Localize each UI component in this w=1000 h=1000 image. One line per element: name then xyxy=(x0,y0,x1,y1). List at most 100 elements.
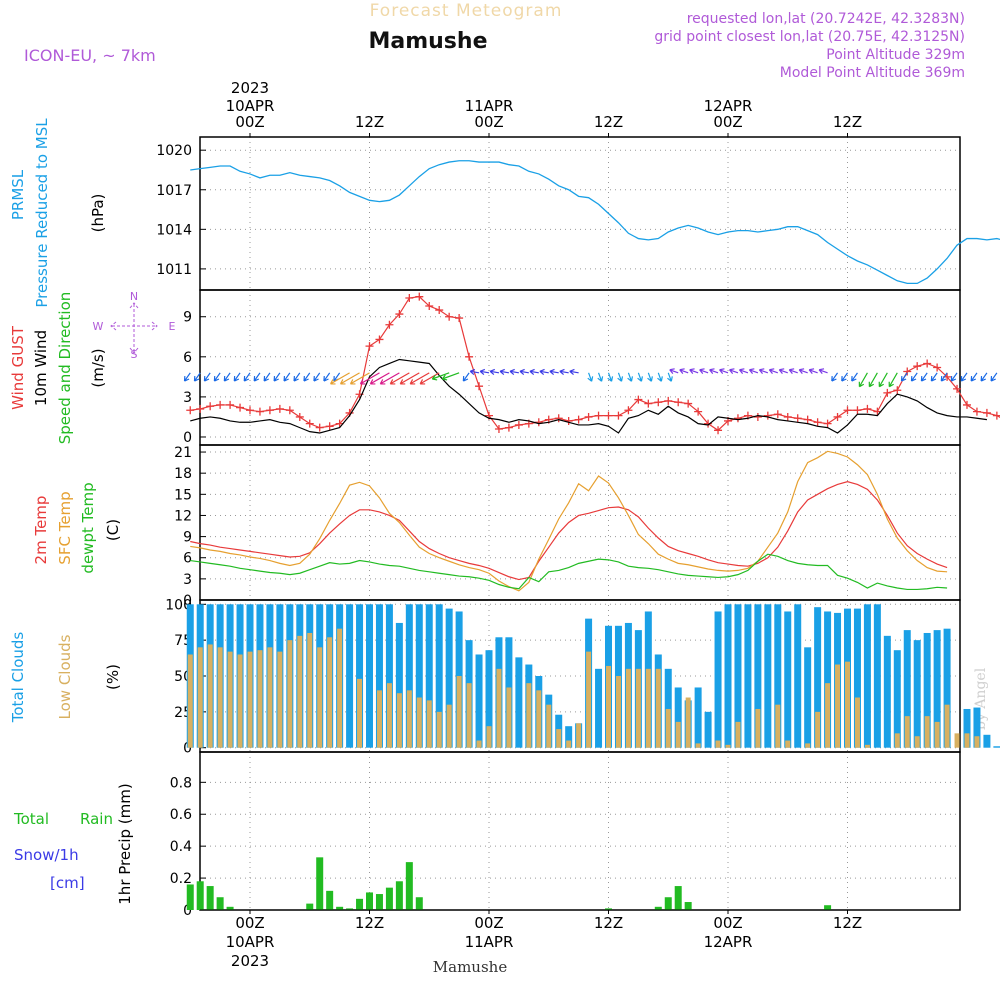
gust-marker xyxy=(913,362,922,371)
low-cloud-bar xyxy=(854,697,860,748)
footer-location: Mamushe xyxy=(433,958,508,976)
wind-direction-arrow xyxy=(369,372,390,385)
wind-direction-arrow xyxy=(607,372,614,382)
wind-direction-arrow xyxy=(519,368,529,376)
total-cloud-bar xyxy=(913,640,921,748)
wind-direction-arrow xyxy=(273,372,281,382)
gust-marker xyxy=(634,395,643,404)
wind-direction-arrow xyxy=(313,372,321,382)
gust-marker xyxy=(435,306,444,315)
label-rain: Rain xyxy=(80,810,113,828)
gust-marker xyxy=(664,396,673,405)
total-cloud-bar xyxy=(943,628,951,748)
gust-marker xyxy=(375,335,384,344)
low-cloud-bar xyxy=(297,635,303,748)
label-total: Total xyxy=(13,810,49,828)
y-tick-label: 12 xyxy=(174,508,192,524)
bottom-time-label: 00Z xyxy=(235,914,264,932)
wind-direction-arrow xyxy=(203,372,211,382)
y-tick-label: 0 xyxy=(183,430,192,446)
total-cloud-bar xyxy=(475,654,483,748)
compass-n: N xyxy=(130,290,138,303)
model-altitude: Model Point Altitude 369m xyxy=(780,65,965,81)
total-cloud-bar xyxy=(724,604,732,748)
wind-direction-arrow xyxy=(950,372,958,382)
top-time-label: 12Z xyxy=(833,113,862,131)
low-cloud-bar xyxy=(586,651,592,748)
gust-marker xyxy=(933,363,942,372)
low-cloud-bar xyxy=(426,700,432,748)
bottom-time-label: 10APR xyxy=(226,933,275,951)
gust-marker xyxy=(684,399,693,408)
total-cloud-bar xyxy=(395,622,403,748)
low-cloud-bar xyxy=(625,668,631,748)
low-cloud-bar xyxy=(396,693,402,748)
low-cloud-bar xyxy=(566,740,572,748)
bottom-time-label: 12Z xyxy=(833,914,862,932)
wind-direction-arrow xyxy=(627,372,634,382)
wind-direction-arrow xyxy=(637,372,643,382)
y-tick-label: 1014 xyxy=(156,222,192,238)
panel-frame-pressure xyxy=(199,136,961,291)
gust-marker xyxy=(704,419,713,428)
wind-direction-arrow xyxy=(667,372,673,382)
rain-bar xyxy=(306,903,314,910)
low-cloud-bar xyxy=(835,664,841,748)
total-cloud-bar xyxy=(704,711,712,748)
low-cloud-bar xyxy=(287,640,293,748)
top-time-label: 00Z xyxy=(713,113,742,131)
y-tick-label: 0.6 xyxy=(170,807,192,823)
total-cloud-bar xyxy=(714,611,722,748)
y-tick-label: 9 xyxy=(183,530,192,546)
gust-marker xyxy=(514,420,523,429)
low-cloud-bar xyxy=(735,721,741,748)
wind-direction-arrow xyxy=(409,372,430,385)
wind-direction-arrow xyxy=(858,372,868,388)
total-cloud-bar xyxy=(863,604,871,748)
total-cloud-bar xyxy=(814,607,822,748)
gust-marker xyxy=(275,404,284,413)
label-wind-gust: Wind GUST xyxy=(9,325,27,410)
low-cloud-bar xyxy=(416,697,422,748)
label-c: (C) xyxy=(104,519,122,541)
low-cloud-bar xyxy=(406,690,412,748)
gust-marker xyxy=(315,423,324,432)
rain-bar xyxy=(216,897,224,910)
top-time-label: 12APR xyxy=(704,97,753,115)
low-cloud-bar xyxy=(615,676,621,748)
top-time-label: 2023 xyxy=(231,79,269,97)
rain-bar xyxy=(326,890,334,910)
prmsl-line xyxy=(190,160,1000,285)
t2m-line xyxy=(190,481,948,581)
total-cloud-bar xyxy=(754,604,762,748)
wind-direction-arrow xyxy=(748,368,759,375)
gust-marker xyxy=(475,382,484,391)
label-hpa: (hPa) xyxy=(89,194,107,233)
wind-direction-arrow xyxy=(758,368,769,375)
gust-marker xyxy=(803,415,812,424)
low-cloud-bar xyxy=(197,647,203,748)
y-tick-label: 3 xyxy=(183,572,192,588)
gust-marker xyxy=(863,404,872,413)
gust-marker xyxy=(196,404,205,413)
total-cloud-bar xyxy=(515,657,523,748)
wind-direction-arrow xyxy=(990,372,998,382)
y-tick-label: 1011 xyxy=(156,262,192,278)
wind-direction-arrow xyxy=(213,372,221,382)
low-cloud-bar xyxy=(217,647,223,748)
panel-labels-group: PRMSL Pressure Reduced to MSL (hPa) Wind GU… xyxy=(9,118,176,905)
label-precip-mm: 1hr Precip (mm) xyxy=(116,783,134,904)
wind-direction-arrow xyxy=(587,372,594,382)
gust-marker xyxy=(644,399,653,408)
total-cloud-bar xyxy=(435,604,443,748)
low-cloud-bar xyxy=(775,704,781,748)
y-tick-label: 0 xyxy=(183,593,192,609)
wind-direction-arrow xyxy=(499,368,510,376)
gust-marker xyxy=(236,403,245,412)
low-cloud-bar xyxy=(645,668,651,748)
wind-direction-arrow xyxy=(699,368,709,375)
low-cloud-bar xyxy=(815,711,821,748)
wind-direction-arrow xyxy=(868,372,878,388)
